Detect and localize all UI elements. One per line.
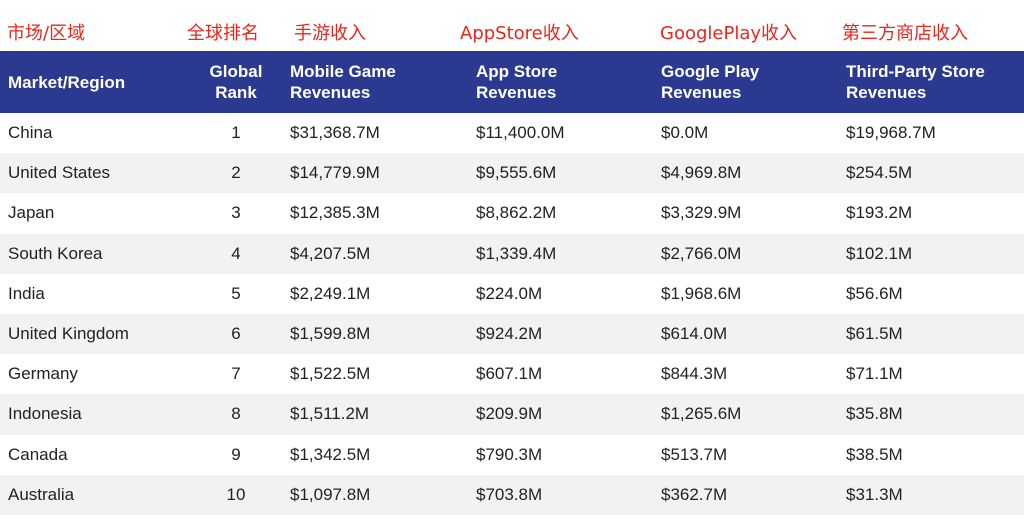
table-cell: 3 bbox=[231, 203, 241, 223]
table-row: China 1 $31,368.7M $11,400.0M $0.0M $19,968.7… bbox=[0, 113, 1024, 153]
table-row: United States 2 $14,779.9M $9,555.6M $4,969.… bbox=[0, 153, 1024, 194]
table-header: Market/Region Global Rank Mobile Game Re… bbox=[0, 51, 1024, 113]
table-cell: $38.5M bbox=[846, 444, 903, 464]
table-cell: $362.7M bbox=[661, 484, 728, 504]
table-cell: $61.5M bbox=[846, 324, 903, 344]
table-cell: $1,097.8M bbox=[290, 484, 371, 504]
table-cell: $8,862.2M bbox=[476, 203, 557, 223]
table-cell: $31.3M bbox=[846, 484, 903, 504]
table-cell: $254.5M bbox=[846, 163, 913, 183]
table-cell: $790.3M bbox=[476, 444, 543, 464]
cn-label-appstore-revenue: AppStore收入 bbox=[460, 23, 579, 44]
cn-label-mobile-revenue: 手游收入 bbox=[294, 23, 366, 44]
table-cell: South Korea bbox=[8, 243, 103, 263]
table-cell: Indonesia bbox=[8, 404, 82, 424]
table-row: Germany 7 $1,522.5M $607.1M $844.3M $71.1M bbox=[0, 354, 1024, 394]
table-cell: $1,339.4M bbox=[476, 243, 557, 263]
table-cell: 5 bbox=[231, 283, 241, 303]
table-cell: 1 bbox=[231, 123, 241, 143]
table-row: Japan 3 $12,385.3M $8,862.2M $3,329.9M $193.2… bbox=[0, 193, 1024, 233]
table-cell: India bbox=[8, 283, 45, 303]
table-cell: 9 bbox=[231, 444, 241, 464]
table-cell: $209.9M bbox=[476, 404, 543, 424]
table-row: Indonesia 8 $1,511.2M $209.9M $1,265.6M $35.8… bbox=[0, 394, 1024, 435]
table-cell: $71.1M bbox=[846, 364, 903, 384]
table-cell: $1,511.2M bbox=[290, 404, 370, 424]
table-cell: $35.8M bbox=[846, 404, 903, 424]
table-cell: Germany bbox=[8, 364, 78, 384]
cn-label-market: 市场/区域 bbox=[7, 23, 86, 44]
table-cell: $2,766.0M bbox=[661, 243, 742, 263]
table-cell: Canada bbox=[8, 444, 68, 464]
table-cell: $102.1M bbox=[846, 243, 913, 263]
table-cell: $924.2M bbox=[476, 324, 543, 344]
table-row: India 5 $2,249.1M $224.0M $1,968.6M $56.6M bbox=[0, 274, 1024, 314]
table-cell: $56.6M bbox=[846, 283, 903, 303]
table-cell: $614.0M bbox=[661, 324, 728, 344]
header-cell: Global Rank bbox=[190, 51, 282, 113]
table-cell: $31,368.7M bbox=[290, 123, 380, 143]
table-cell: $3,329.9M bbox=[661, 203, 742, 223]
table-row: Canada 9 $1,342.5M $790.3M $513.7M $38.5M bbox=[0, 435, 1024, 475]
table-cell: $0.0M bbox=[661, 123, 709, 143]
table-cell: 2 bbox=[231, 163, 241, 183]
cn-label-googleplay-revenue: GooglePlay收入 bbox=[660, 23, 798, 44]
table-cell: $9,555.6M bbox=[476, 163, 557, 183]
table-row: Australia 10 $1,097.8M $703.8M $362.7M $31.3M bbox=[0, 474, 1024, 515]
table-cell: 4 bbox=[231, 243, 241, 263]
table-cell: $1,599.8M bbox=[290, 324, 371, 344]
header-google-play-revenues: Google Play Revenues bbox=[661, 62, 760, 102]
table-cell: $703.8M bbox=[476, 484, 543, 504]
table-cell: $1,265.6M bbox=[661, 404, 742, 424]
table-cell: $1,522.5M bbox=[290, 364, 371, 384]
chinese-annotation-row: 市场/区域 全球排名 手游收入 AppStore收入 GooglePlay收入 … bbox=[0, 0, 1024, 50]
header-cell: Market/Region bbox=[8, 51, 188, 113]
header-cell: Google Play Revenues bbox=[661, 51, 841, 113]
table-cell: $844.3M bbox=[661, 364, 728, 384]
table-cell: 8 bbox=[231, 404, 241, 424]
table-cell: Australia bbox=[8, 484, 75, 504]
header-third-party-revenues: Third-Party Store Revenues bbox=[846, 62, 985, 102]
table-cell: $11,400.0M bbox=[476, 123, 565, 143]
header-app-store-revenues: App Store Revenues bbox=[476, 62, 558, 102]
header-cell: App Store Revenues bbox=[476, 51, 656, 113]
header-mobile-game-revenues: Mobile Game Revenues bbox=[290, 62, 396, 102]
table-cell: 7 bbox=[231, 364, 241, 384]
header-global-rank: Global Rank bbox=[209, 62, 263, 102]
header-market-region: Market/Region bbox=[8, 72, 126, 92]
table-cell: $4,207.5M bbox=[290, 243, 371, 263]
table-cell: Japan bbox=[8, 203, 55, 223]
table-cell: $607.1M bbox=[476, 364, 543, 384]
header-cell: Mobile Game Revenues bbox=[290, 51, 470, 113]
cn-label-rank: 全球排名 bbox=[187, 23, 259, 44]
table-cell: $1,342.5M bbox=[290, 444, 371, 464]
table-cell: $12,385.3M bbox=[290, 203, 380, 223]
table-body: China 1 $31,368.7M $11,400.0M $0.0M $19,968.7… bbox=[0, 113, 1024, 515]
table-cell: 6 bbox=[231, 324, 241, 344]
cn-label-thirdparty-revenue: 第三方商店收入 bbox=[842, 23, 968, 44]
table-cell: $4,969.8M bbox=[661, 163, 742, 183]
table-cell: $14,779.9M bbox=[290, 163, 380, 183]
table-cell: $2,249.1M bbox=[290, 283, 371, 303]
table-cell: $1,968.6M bbox=[661, 283, 742, 303]
table-cell: $513.7M bbox=[661, 444, 728, 464]
table-cell: $224.0M bbox=[476, 283, 543, 303]
table-cell: United States bbox=[8, 163, 111, 183]
table-row: United Kingdom 6 $1,599.8M $924.2M $614.0M $6… bbox=[0, 313, 1024, 355]
table-cell: United Kingdom bbox=[8, 324, 129, 344]
table-cell: $19,968.7M bbox=[846, 123, 936, 143]
header-cell: Third-Party Store Revenues bbox=[846, 51, 1024, 113]
table-cell: China bbox=[8, 123, 53, 143]
table-cell: $193.2M bbox=[846, 203, 913, 223]
table-row: South Korea 4 $4,207.5M $1,339.4M $2,766.0M $… bbox=[0, 233, 1024, 274]
table-cell: 10 bbox=[226, 484, 246, 504]
